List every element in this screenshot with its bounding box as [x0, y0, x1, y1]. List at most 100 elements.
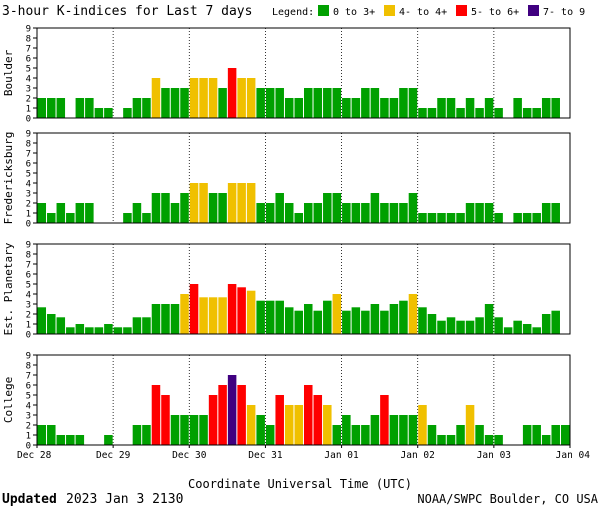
bar — [189, 415, 199, 445]
bar — [275, 193, 284, 223]
bar — [208, 297, 218, 334]
legend-swatch — [456, 5, 467, 16]
y-tick-label: 1 — [26, 210, 31, 220]
bar — [446, 435, 456, 445]
legend: 0 to 3+ 4- to 4+ 5- to 6+ 7- to 9 — [318, 5, 585, 18]
y-tick-label: 7 — [26, 261, 31, 271]
bar — [446, 317, 456, 334]
bar — [265, 203, 275, 223]
bar — [484, 98, 494, 118]
bar — [294, 213, 303, 223]
bar — [494, 213, 503, 223]
bar — [218, 385, 227, 445]
bar — [275, 88, 284, 118]
chart-title: 3-hour K-indices for Last 7 days — [2, 4, 252, 19]
bar — [180, 88, 189, 118]
bar — [180, 193, 189, 223]
panel-frame — [36, 354, 571, 446]
y-tick-label: 7 — [26, 372, 31, 382]
bar — [47, 213, 56, 223]
bar — [399, 203, 408, 223]
bar — [161, 193, 170, 223]
bar — [151, 385, 161, 445]
bar — [446, 98, 456, 118]
bar — [256, 88, 265, 118]
bar — [494, 108, 503, 118]
bar — [541, 314, 551, 334]
bar — [342, 98, 351, 118]
bar — [522, 324, 532, 334]
y-tick-label: 4 — [26, 75, 31, 85]
x-tick-label: Jan 02 — [401, 450, 435, 461]
bar — [104, 435, 113, 445]
bar — [66, 213, 75, 223]
bar — [370, 193, 380, 223]
bar — [313, 395, 323, 445]
bar — [113, 327, 123, 334]
bar — [75, 98, 85, 118]
bar — [313, 88, 323, 118]
bar — [47, 98, 56, 118]
bar — [380, 310, 389, 334]
bar — [475, 203, 484, 223]
y-tick-label: 6 — [26, 382, 31, 392]
bar — [142, 425, 151, 445]
bar — [541, 435, 551, 445]
updated-time: 2023 Jan 3 2130 — [66, 492, 183, 507]
bar — [199, 297, 208, 334]
x-tick-label: Dec 29 — [96, 450, 131, 461]
bar — [323, 405, 332, 445]
x-tick-label: Dec 31 — [248, 450, 283, 461]
bar — [351, 307, 361, 334]
bar — [332, 294, 342, 334]
y-tick-label: 3 — [26, 85, 31, 95]
bar — [342, 203, 351, 223]
bar — [189, 284, 199, 334]
y-tick-label: 9 — [26, 352, 31, 362]
bar — [161, 88, 170, 118]
bar — [85, 203, 94, 223]
bar — [361, 203, 370, 223]
bar — [532, 213, 541, 223]
bar — [399, 300, 408, 334]
bar — [199, 183, 208, 223]
bar — [465, 98, 475, 118]
legend-entry: 5- to 6+ — [471, 7, 519, 18]
bar — [541, 98, 551, 118]
bar — [313, 203, 323, 223]
bar — [170, 88, 180, 118]
bar — [56, 317, 66, 334]
bar — [275, 300, 284, 334]
bar — [284, 405, 294, 445]
y-tick-label: 0 — [26, 442, 31, 452]
bar — [332, 88, 342, 118]
bar — [389, 304, 399, 334]
bar — [361, 88, 370, 118]
y-tick-label: 1 — [26, 105, 31, 115]
bar — [522, 213, 532, 223]
bar — [465, 405, 475, 445]
bar — [237, 183, 246, 223]
bar — [170, 203, 180, 223]
bar — [418, 307, 427, 334]
y-tick-label: 6 — [26, 55, 31, 65]
bar — [132, 425, 142, 445]
bar — [37, 425, 47, 445]
bar — [323, 193, 332, 223]
bar — [560, 425, 570, 445]
bar — [208, 78, 218, 118]
bar — [237, 385, 246, 445]
y-tick-label: 0 — [26, 331, 31, 341]
bar — [227, 68, 237, 118]
bar — [541, 203, 551, 223]
bar — [532, 327, 541, 334]
bar — [551, 98, 560, 118]
bar — [408, 415, 418, 445]
y-tick-label: 8 — [26, 35, 31, 45]
bar — [132, 317, 142, 334]
bar — [418, 405, 427, 445]
bar — [513, 320, 522, 334]
bar — [332, 425, 342, 445]
y-tick-label: 3 — [26, 412, 31, 422]
